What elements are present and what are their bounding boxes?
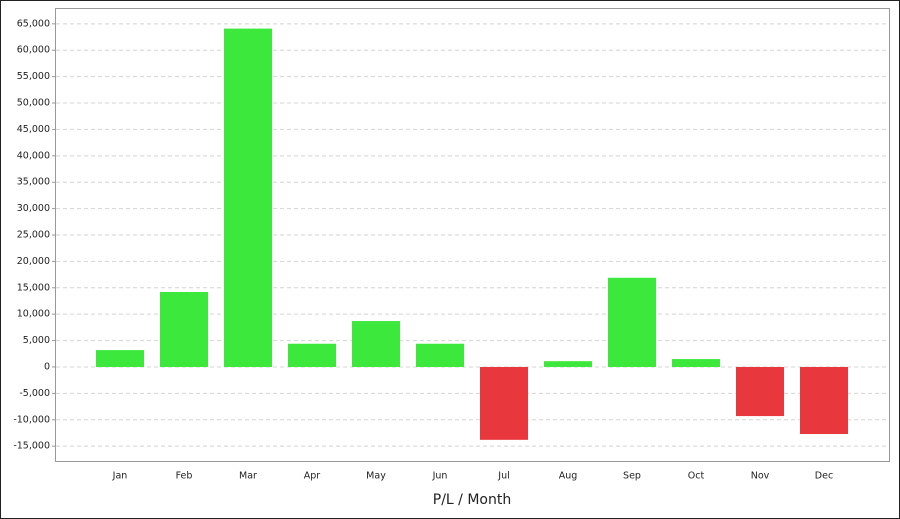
y-tick-label: 60,000 — [17, 45, 50, 56]
x-tick-label: Nov — [751, 471, 770, 482]
bar — [800, 366, 848, 435]
x-axis-label: P/L / Month — [433, 492, 511, 508]
x-tick-label: Jul — [497, 471, 509, 482]
bar — [96, 350, 144, 367]
y-tick-label: 15,000 — [17, 282, 50, 293]
y-tick-label: 55,000 — [17, 71, 50, 82]
bar — [736, 366, 784, 417]
y-tick-label: -5,000 — [19, 388, 50, 399]
y-tick-label: -10,000 — [13, 414, 50, 425]
y-tick-label: -15,000 — [13, 441, 50, 452]
bar — [544, 361, 592, 367]
y-tick-label: 5,000 — [23, 335, 50, 346]
x-tick-label: Jan — [112, 471, 128, 482]
y-tick-label: 25,000 — [17, 230, 50, 241]
bar — [608, 277, 656, 367]
y-tick-label: 0 — [44, 361, 50, 372]
plot-area — [55, 8, 890, 462]
x-tick-label: Apr — [304, 471, 321, 482]
bar — [672, 359, 720, 367]
y-tick-label: 20,000 — [17, 256, 50, 267]
bar — [224, 28, 272, 367]
y-tick-label: 10,000 — [17, 309, 50, 320]
x-tick-label: Feb — [176, 471, 193, 482]
y-tick-label: 50,000 — [17, 98, 50, 109]
x-tick-label: Dec — [815, 471, 833, 482]
x-tick-label: May — [366, 471, 386, 482]
x-tick-label: Mar — [239, 471, 257, 482]
bar — [160, 292, 208, 367]
bar — [352, 321, 400, 367]
bar — [416, 343, 464, 367]
y-tick-label: 65,000 — [17, 18, 50, 29]
y-tick-label: 35,000 — [17, 177, 50, 188]
x-tick-label: Aug — [559, 471, 578, 482]
y-tick-label: 40,000 — [17, 150, 50, 161]
x-tick-label: Sep — [623, 471, 641, 482]
bar — [288, 343, 336, 367]
x-tick-label: Oct — [688, 471, 705, 482]
bar — [480, 366, 528, 440]
x-tick-label: Jun — [432, 471, 448, 482]
y-tick-label: 45,000 — [17, 124, 50, 135]
y-tick-label: 30,000 — [17, 203, 50, 214]
